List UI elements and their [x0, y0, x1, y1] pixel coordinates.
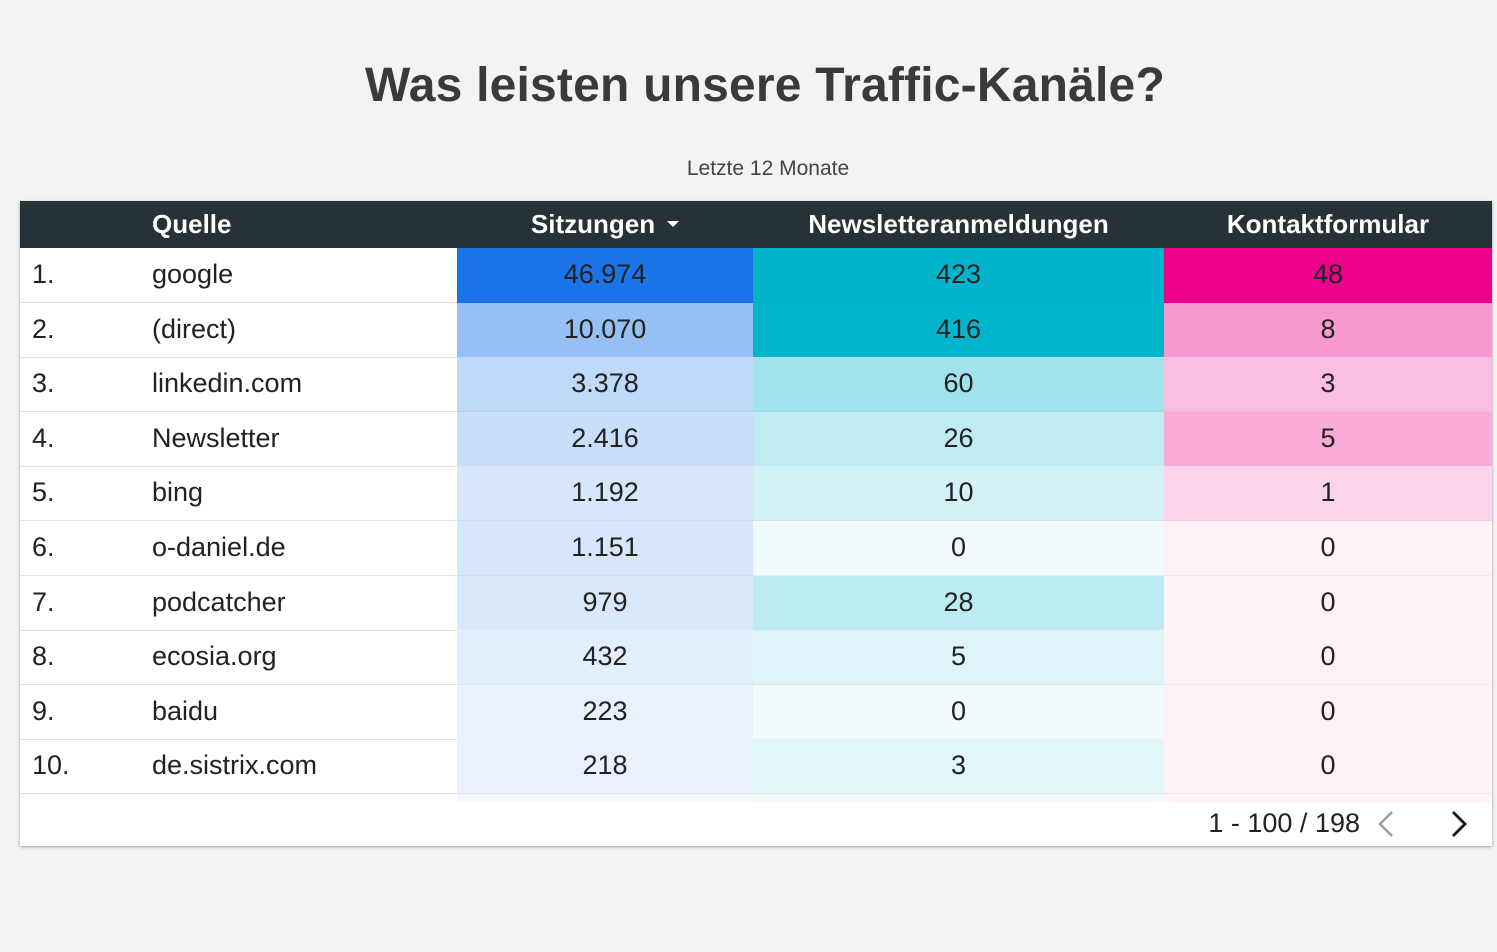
cell-contact: 3	[1164, 357, 1492, 413]
chevron-left-icon[interactable]	[1369, 806, 1405, 842]
column-header-source[interactable]: Quelle	[152, 209, 232, 239]
table-header: Quelle Sitzungen Newsletteranmeldungen K…	[20, 201, 1492, 248]
cell-source: (direct)	[152, 303, 457, 358]
cell-source: o-daniel.de	[152, 521, 457, 576]
cell-rank: 1.	[20, 248, 152, 303]
cell-rank: 5.	[20, 466, 152, 522]
cell-source: linkedin.com	[152, 357, 457, 413]
cell-source: podcatcher	[152, 576, 457, 631]
cell-rank: 7.	[20, 576, 152, 631]
contact-column-filler	[1164, 794, 1492, 802]
table-row[interactable]: 7. podcatcher 979 28 0	[20, 575, 1492, 631]
pagination-range: 1 - 100 / 198	[1208, 808, 1360, 838]
cell-source: de.sistrix.com	[152, 739, 457, 795]
cell-sessions: 1.192	[457, 466, 753, 522]
cell-contact: 0	[1164, 684, 1492, 740]
cell-sessions: 218	[457, 739, 753, 795]
table-row[interactable]: 10. de.sistrix.com 218 3 0	[20, 739, 1492, 795]
cell-source: ecosia.org	[152, 630, 457, 686]
cell-sessions: 432	[457, 630, 753, 686]
cell-newsletter: 60	[753, 357, 1164, 413]
cell-rank: 2.	[20, 303, 152, 358]
date-range-label: Letzte 12 Monate	[686, 157, 850, 180]
cell-rank: 3.	[20, 357, 152, 413]
cell-sessions: 3.378	[457, 357, 753, 413]
page-title: Was leisten unsere Traffic-Kanäle?	[365, 59, 1165, 112]
cell-sessions: 2.416	[457, 411, 753, 467]
table-row[interactable]: 5. bing 1.192 10 1	[20, 466, 1492, 522]
cell-rank: 10.	[20, 739, 152, 795]
cell-newsletter: 416	[753, 302, 1164, 358]
cell-rank: 9.	[20, 685, 152, 740]
sessions-column-filler	[457, 794, 753, 802]
table-row[interactable]: 1. google 46.974 423 48	[20, 248, 1492, 303]
cell-newsletter: 5	[753, 630, 1164, 686]
cell-newsletter: 3	[753, 739, 1164, 795]
column-header-sessions[interactable]: Sitzungen	[457, 201, 753, 248]
cell-sessions: 979	[457, 575, 753, 631]
cell-contact: 1	[1164, 466, 1492, 522]
cell-contact: 0	[1164, 739, 1492, 795]
cell-newsletter: 10	[753, 466, 1164, 522]
cell-sessions: 1.151	[457, 521, 753, 576]
column-header-contact[interactable]: Kontaktformular	[1226, 209, 1430, 239]
table-row[interactable]: 8. ecosia.org 432 5 0	[20, 630, 1492, 686]
cell-sessions: 10.070	[457, 302, 753, 358]
cell-sessions: 223	[457, 684, 753, 740]
column-header-sessions-label: Sitzungen	[530, 209, 656, 239]
cell-newsletter: 423	[753, 248, 1164, 303]
newsletter-column-filler	[753, 794, 1164, 802]
table-row[interactable]: 4. Newsletter 2.416 26 5	[20, 411, 1492, 467]
cell-rank: 6.	[20, 521, 152, 576]
column-header-newsletter[interactable]: Newsletteranmeldungen	[808, 209, 1109, 239]
pagination: 1 - 100 / 198	[20, 801, 1492, 846]
cell-contact: 8	[1164, 302, 1492, 358]
cell-newsletter: 28	[753, 575, 1164, 631]
cell-newsletter: 0	[753, 684, 1164, 740]
cell-rank: 4.	[20, 412, 152, 467]
cell-source: bing	[152, 466, 457, 522]
traffic-table: Quelle Sitzungen Newsletteranmeldungen K…	[20, 201, 1492, 846]
chevron-right-icon[interactable]	[1440, 806, 1476, 842]
cell-contact: 48	[1164, 248, 1492, 303]
table-row[interactable]: 9. baidu 223 0 0	[20, 684, 1492, 740]
cell-rank: 8.	[20, 630, 152, 686]
cell-source: google	[152, 248, 457, 303]
cell-contact: 5	[1164, 411, 1492, 467]
cell-source: baidu	[152, 685, 457, 740]
table-row[interactable]: 6. o-daniel.de 1.151 0 0	[20, 521, 1492, 576]
cell-newsletter: 26	[753, 411, 1164, 467]
table-row[interactable]: 3. linkedin.com 3.378 60 3	[20, 357, 1492, 413]
cell-source: Newsletter	[152, 412, 457, 467]
cell-contact: 0	[1164, 630, 1492, 686]
cell-newsletter: 0	[753, 521, 1164, 576]
cell-contact: 0	[1164, 575, 1492, 631]
table-row[interactable]: 2. (direct) 10.070 416 8	[20, 302, 1492, 358]
cell-contact: 0	[1164, 521, 1492, 576]
sort-descending-icon	[667, 221, 680, 228]
cell-sessions: 46.974	[457, 248, 753, 303]
